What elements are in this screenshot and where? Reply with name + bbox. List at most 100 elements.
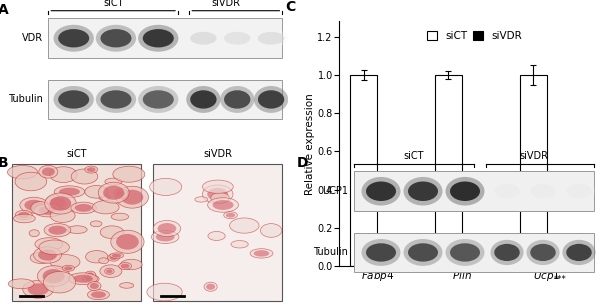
Ellipse shape <box>100 90 131 109</box>
Ellipse shape <box>258 90 284 109</box>
Ellipse shape <box>38 206 58 215</box>
Ellipse shape <box>86 272 94 278</box>
Ellipse shape <box>186 29 221 48</box>
Ellipse shape <box>88 282 101 290</box>
Ellipse shape <box>445 177 485 206</box>
Ellipse shape <box>105 178 122 185</box>
Ellipse shape <box>58 90 89 109</box>
Ellipse shape <box>98 258 109 264</box>
Ellipse shape <box>119 283 134 288</box>
Ellipse shape <box>98 182 129 203</box>
Text: ***: *** <box>554 275 566 284</box>
Ellipse shape <box>361 177 401 206</box>
Ellipse shape <box>207 188 228 200</box>
Ellipse shape <box>186 86 221 113</box>
Ellipse shape <box>490 240 524 265</box>
Ellipse shape <box>39 165 58 178</box>
Ellipse shape <box>34 247 61 263</box>
Text: Tubulin: Tubulin <box>8 95 43 104</box>
Ellipse shape <box>224 32 250 45</box>
Text: B: B <box>0 156 8 170</box>
Ellipse shape <box>87 167 95 172</box>
Ellipse shape <box>58 29 89 47</box>
Ellipse shape <box>100 265 122 278</box>
Ellipse shape <box>450 243 480 262</box>
Text: UCP1: UCP1 <box>322 186 348 196</box>
Ellipse shape <box>13 214 35 223</box>
Ellipse shape <box>68 273 97 285</box>
Ellipse shape <box>28 283 49 295</box>
Ellipse shape <box>151 230 179 244</box>
Ellipse shape <box>38 249 57 261</box>
Ellipse shape <box>212 200 233 210</box>
Ellipse shape <box>566 244 592 261</box>
Text: VDR: VDR <box>22 33 43 43</box>
Text: siVDR: siVDR <box>520 151 548 161</box>
Text: siCT: siCT <box>404 151 424 161</box>
Y-axis label: Relative expression: Relative expression <box>305 93 314 195</box>
Ellipse shape <box>75 204 92 212</box>
Ellipse shape <box>100 29 131 47</box>
Text: siVDR: siVDR <box>203 149 232 159</box>
Ellipse shape <box>530 184 556 199</box>
Ellipse shape <box>404 177 443 206</box>
Ellipse shape <box>113 166 145 182</box>
Bar <box>377 248 404 266</box>
Ellipse shape <box>110 253 124 258</box>
Bar <box>462 238 489 266</box>
Ellipse shape <box>104 268 114 274</box>
Ellipse shape <box>208 231 225 241</box>
Ellipse shape <box>260 224 282 237</box>
Ellipse shape <box>106 269 113 273</box>
Ellipse shape <box>156 233 175 241</box>
Ellipse shape <box>366 243 396 262</box>
Ellipse shape <box>254 29 288 48</box>
Ellipse shape <box>119 263 131 270</box>
Ellipse shape <box>143 29 174 47</box>
Ellipse shape <box>30 252 52 263</box>
Ellipse shape <box>121 259 142 270</box>
Ellipse shape <box>37 266 70 286</box>
Ellipse shape <box>50 196 71 211</box>
Ellipse shape <box>92 201 119 214</box>
Ellipse shape <box>85 185 108 198</box>
FancyBboxPatch shape <box>354 233 594 272</box>
Ellipse shape <box>220 29 254 48</box>
Text: Tubulin: Tubulin <box>313 248 348 257</box>
Ellipse shape <box>224 212 238 218</box>
Ellipse shape <box>99 195 110 200</box>
Ellipse shape <box>18 212 29 218</box>
Ellipse shape <box>450 181 480 201</box>
Ellipse shape <box>100 226 124 239</box>
Ellipse shape <box>195 197 208 202</box>
Ellipse shape <box>8 279 34 289</box>
Ellipse shape <box>71 169 98 184</box>
Ellipse shape <box>258 32 284 45</box>
Ellipse shape <box>44 223 71 237</box>
Ellipse shape <box>204 282 217 291</box>
Ellipse shape <box>211 192 229 203</box>
Ellipse shape <box>116 186 149 208</box>
FancyBboxPatch shape <box>49 18 283 58</box>
Ellipse shape <box>86 251 108 263</box>
Text: ***: *** <box>469 250 482 259</box>
Bar <box>152 164 283 301</box>
Ellipse shape <box>50 255 80 269</box>
Ellipse shape <box>143 90 174 109</box>
Bar <box>435 75 462 266</box>
Ellipse shape <box>190 32 217 45</box>
Ellipse shape <box>138 86 178 113</box>
Ellipse shape <box>121 190 143 205</box>
Ellipse shape <box>7 166 37 179</box>
Text: C: C <box>285 0 295 14</box>
Ellipse shape <box>73 275 93 283</box>
Ellipse shape <box>35 238 63 250</box>
Ellipse shape <box>254 250 269 257</box>
Ellipse shape <box>116 190 125 197</box>
Ellipse shape <box>111 213 128 220</box>
Ellipse shape <box>67 226 87 233</box>
FancyBboxPatch shape <box>354 171 594 211</box>
Ellipse shape <box>114 189 128 198</box>
Text: siVDR: siVDR <box>211 0 241 8</box>
Bar <box>350 75 377 266</box>
